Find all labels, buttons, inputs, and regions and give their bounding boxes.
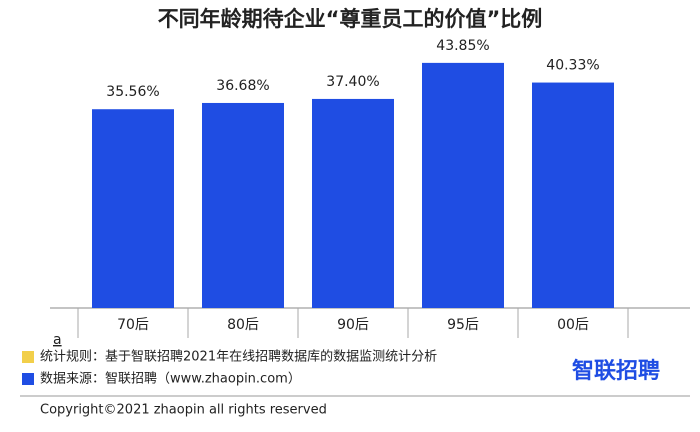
bar	[422, 62, 504, 308]
value-label: 37.40%	[326, 74, 379, 90]
value-label: 43.85%	[436, 38, 489, 54]
note-text: 统计规则：基于智联招聘2021年在线招聘数据库的数据监测统计分析	[40, 349, 437, 365]
note-swatch	[22, 351, 34, 363]
footnote-marker: a	[53, 332, 62, 348]
bar	[202, 102, 284, 308]
value-label: 36.68%	[216, 78, 269, 94]
x-tick-label: 95后	[447, 317, 479, 333]
value-label: 35.56%	[106, 84, 159, 100]
bar	[532, 82, 614, 308]
logo: 智联招聘	[572, 358, 660, 384]
note-swatch	[22, 373, 34, 385]
note-text: 数据来源：智联招聘（www.zhaopin.com）	[40, 372, 301, 387]
bar	[92, 109, 174, 308]
chart-title: 不同年龄期待企业“尊重员工的价值”比例	[158, 7, 543, 31]
x-tick-label: 90后	[337, 317, 369, 333]
x-tick-label: 70后	[117, 317, 149, 333]
x-tick-label: 80后	[227, 317, 259, 333]
value-label: 40.33%	[546, 58, 599, 74]
x-tick-label: 00后	[557, 317, 589, 333]
copyright: Copyright©2021 zhaopin all rights reserv…	[40, 403, 327, 418]
bar	[312, 98, 394, 309]
